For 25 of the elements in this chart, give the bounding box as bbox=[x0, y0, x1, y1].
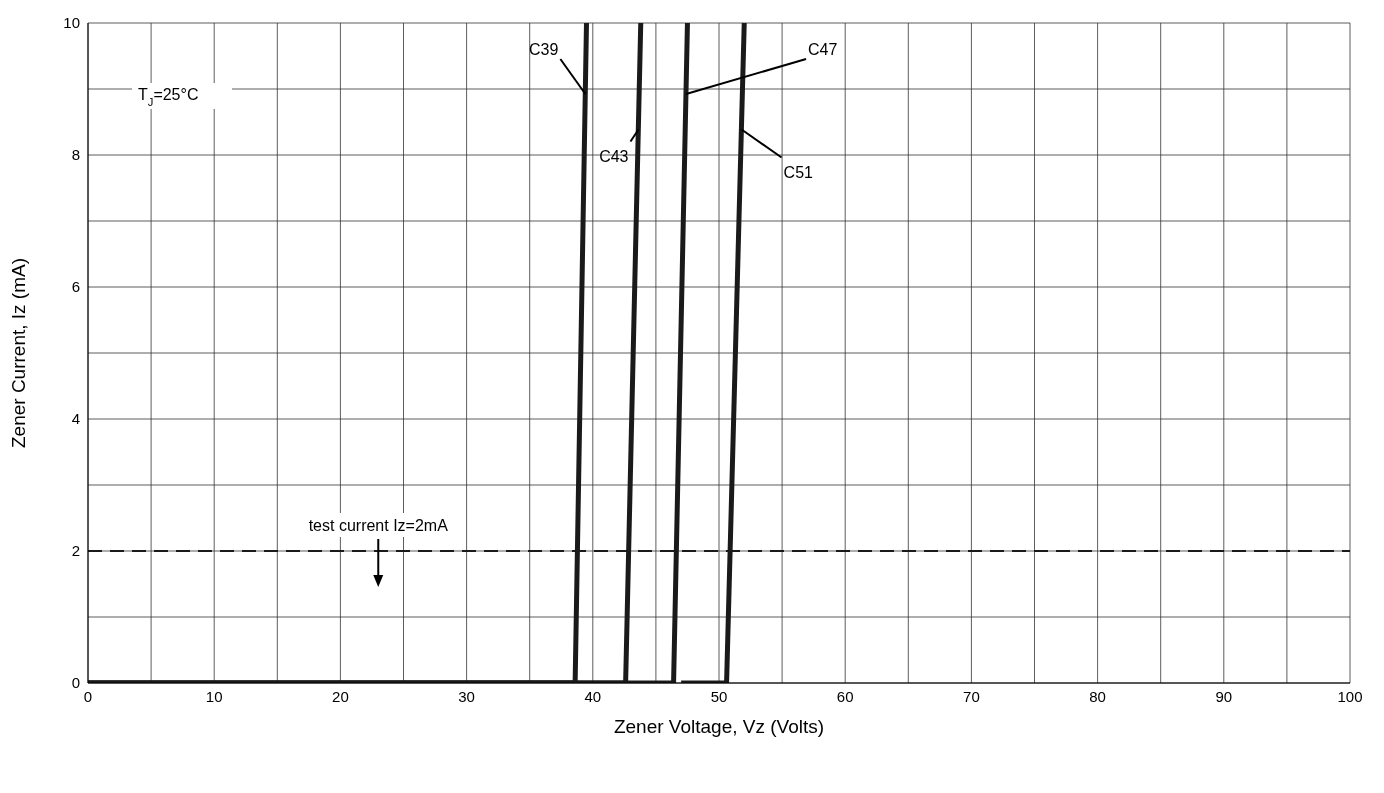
series-label: C43 bbox=[599, 147, 629, 165]
x-axis-title: Zener Voltage, Vz (Volts) bbox=[613, 716, 825, 737]
x-tick-label: 40 bbox=[584, 687, 602, 705]
y-tick-label: 2 bbox=[71, 542, 80, 560]
text: C47 bbox=[808, 41, 838, 58]
x-tick-label: 0 bbox=[83, 687, 93, 705]
y-axis-title: Zener Current, Iz (mA) bbox=[7, 257, 29, 449]
y-tick-label: 10 bbox=[63, 14, 80, 32]
x-tick-label: 10 bbox=[205, 687, 223, 705]
x-tick-label: 70 bbox=[963, 687, 980, 705]
x-tick-label: 60 bbox=[836, 687, 854, 705]
x-tick-label: 100 bbox=[1337, 687, 1363, 705]
y-tick-label: 6 bbox=[71, 278, 80, 296]
text: C51 bbox=[783, 163, 814, 181]
x-tick-label: 80 bbox=[1089, 687, 1106, 705]
x-tick-label: 90 bbox=[1215, 687, 1233, 705]
x-tick-label: 30 bbox=[458, 687, 475, 705]
y-tick-label: 0 bbox=[71, 674, 80, 692]
series-label: C39 bbox=[528, 41, 559, 58]
y-tick-label: 4 bbox=[71, 410, 80, 428]
annotation: test current Iz=2mA bbox=[308, 517, 449, 534]
x-tick-label: 20 bbox=[332, 687, 349, 705]
annotation: T$_{J}$=25°C bbox=[138, 86, 199, 108]
x-tick-label: 50 bbox=[710, 687, 728, 705]
y-tick-label: 8 bbox=[71, 146, 80, 164]
